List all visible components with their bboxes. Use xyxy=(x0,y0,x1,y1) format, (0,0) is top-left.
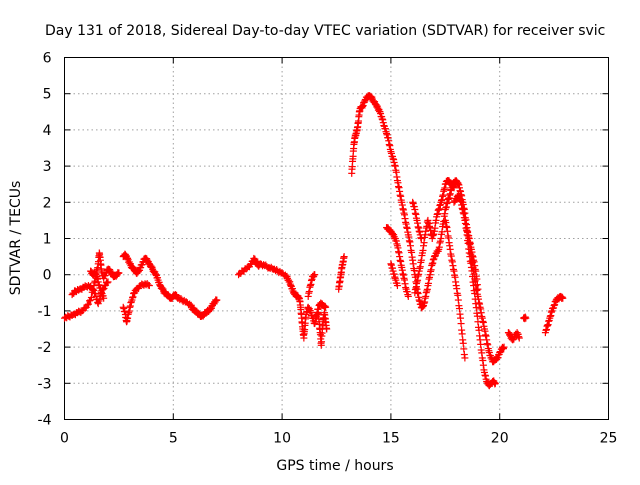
x-tick-label: 15 xyxy=(382,431,400,447)
x-tick-label: 10 xyxy=(273,431,291,447)
data-point-marker xyxy=(491,379,499,387)
data-point-marker xyxy=(213,296,221,304)
x-axis-label: GPS time / hours xyxy=(276,458,393,474)
data-point-marker xyxy=(474,285,482,293)
x-tick-label: 5 xyxy=(169,431,178,447)
chart-title: Day 131 of 2018, Sidereal Day-to-day VTE… xyxy=(45,23,605,39)
data-point-marker xyxy=(95,297,103,305)
y-tick-label: 5 xyxy=(43,87,52,103)
data-point-marker xyxy=(404,292,412,300)
data-point-marker xyxy=(145,282,153,290)
y-tick-label: -4 xyxy=(38,413,52,429)
data-point-marker xyxy=(457,320,465,328)
y-tick-label: 2 xyxy=(43,195,52,211)
y-tick-label: -2 xyxy=(38,340,52,356)
data-point-marker xyxy=(450,184,458,192)
data-point-marker xyxy=(515,334,523,342)
data-point-marker xyxy=(311,271,319,279)
data-point-marker xyxy=(500,343,508,351)
data-point-marker xyxy=(115,269,123,277)
data-point-marker xyxy=(522,314,530,322)
y-axis-tick-labels: -4 -3 -2 -1 0 1 2 3 4 5 6 xyxy=(38,51,52,429)
x-tick-label: 0 xyxy=(60,431,69,447)
y-tick-label: 3 xyxy=(43,159,52,175)
data-point-marker xyxy=(100,294,108,302)
data-point-marker xyxy=(461,354,469,362)
y-tick-label: 6 xyxy=(43,51,52,67)
y-tick-label: 1 xyxy=(43,232,52,248)
y-tick-label: -1 xyxy=(38,304,52,320)
data-points xyxy=(61,92,567,390)
x-axis-tick-labels: 0 5 10 15 20 25 xyxy=(60,431,617,447)
data-point-marker xyxy=(559,294,567,302)
y-tick-label: -3 xyxy=(38,376,52,392)
data-point-marker xyxy=(323,325,331,333)
data-point-marker xyxy=(104,278,112,286)
data-point-marker xyxy=(393,282,401,290)
data-point-marker xyxy=(103,279,111,287)
data-point-marker xyxy=(322,303,330,311)
x-tick-label: 25 xyxy=(600,431,618,447)
data-point-marker xyxy=(84,300,92,308)
x-tick-label: 20 xyxy=(491,431,509,447)
y-tick-label: 4 xyxy=(43,123,52,139)
y-axis-label: SDTVAR / TECUs xyxy=(8,181,24,296)
data-point-marker xyxy=(68,291,76,299)
data-point-marker xyxy=(340,253,348,261)
grid-lines xyxy=(64,57,609,420)
data-point-marker xyxy=(87,294,95,302)
y-tick-label: 0 xyxy=(43,268,52,284)
data-point-marker xyxy=(458,330,466,338)
data-point-marker xyxy=(89,285,97,293)
data-point-marker xyxy=(83,301,91,309)
data-point-marker xyxy=(417,235,425,242)
axis-ticks xyxy=(64,57,609,420)
